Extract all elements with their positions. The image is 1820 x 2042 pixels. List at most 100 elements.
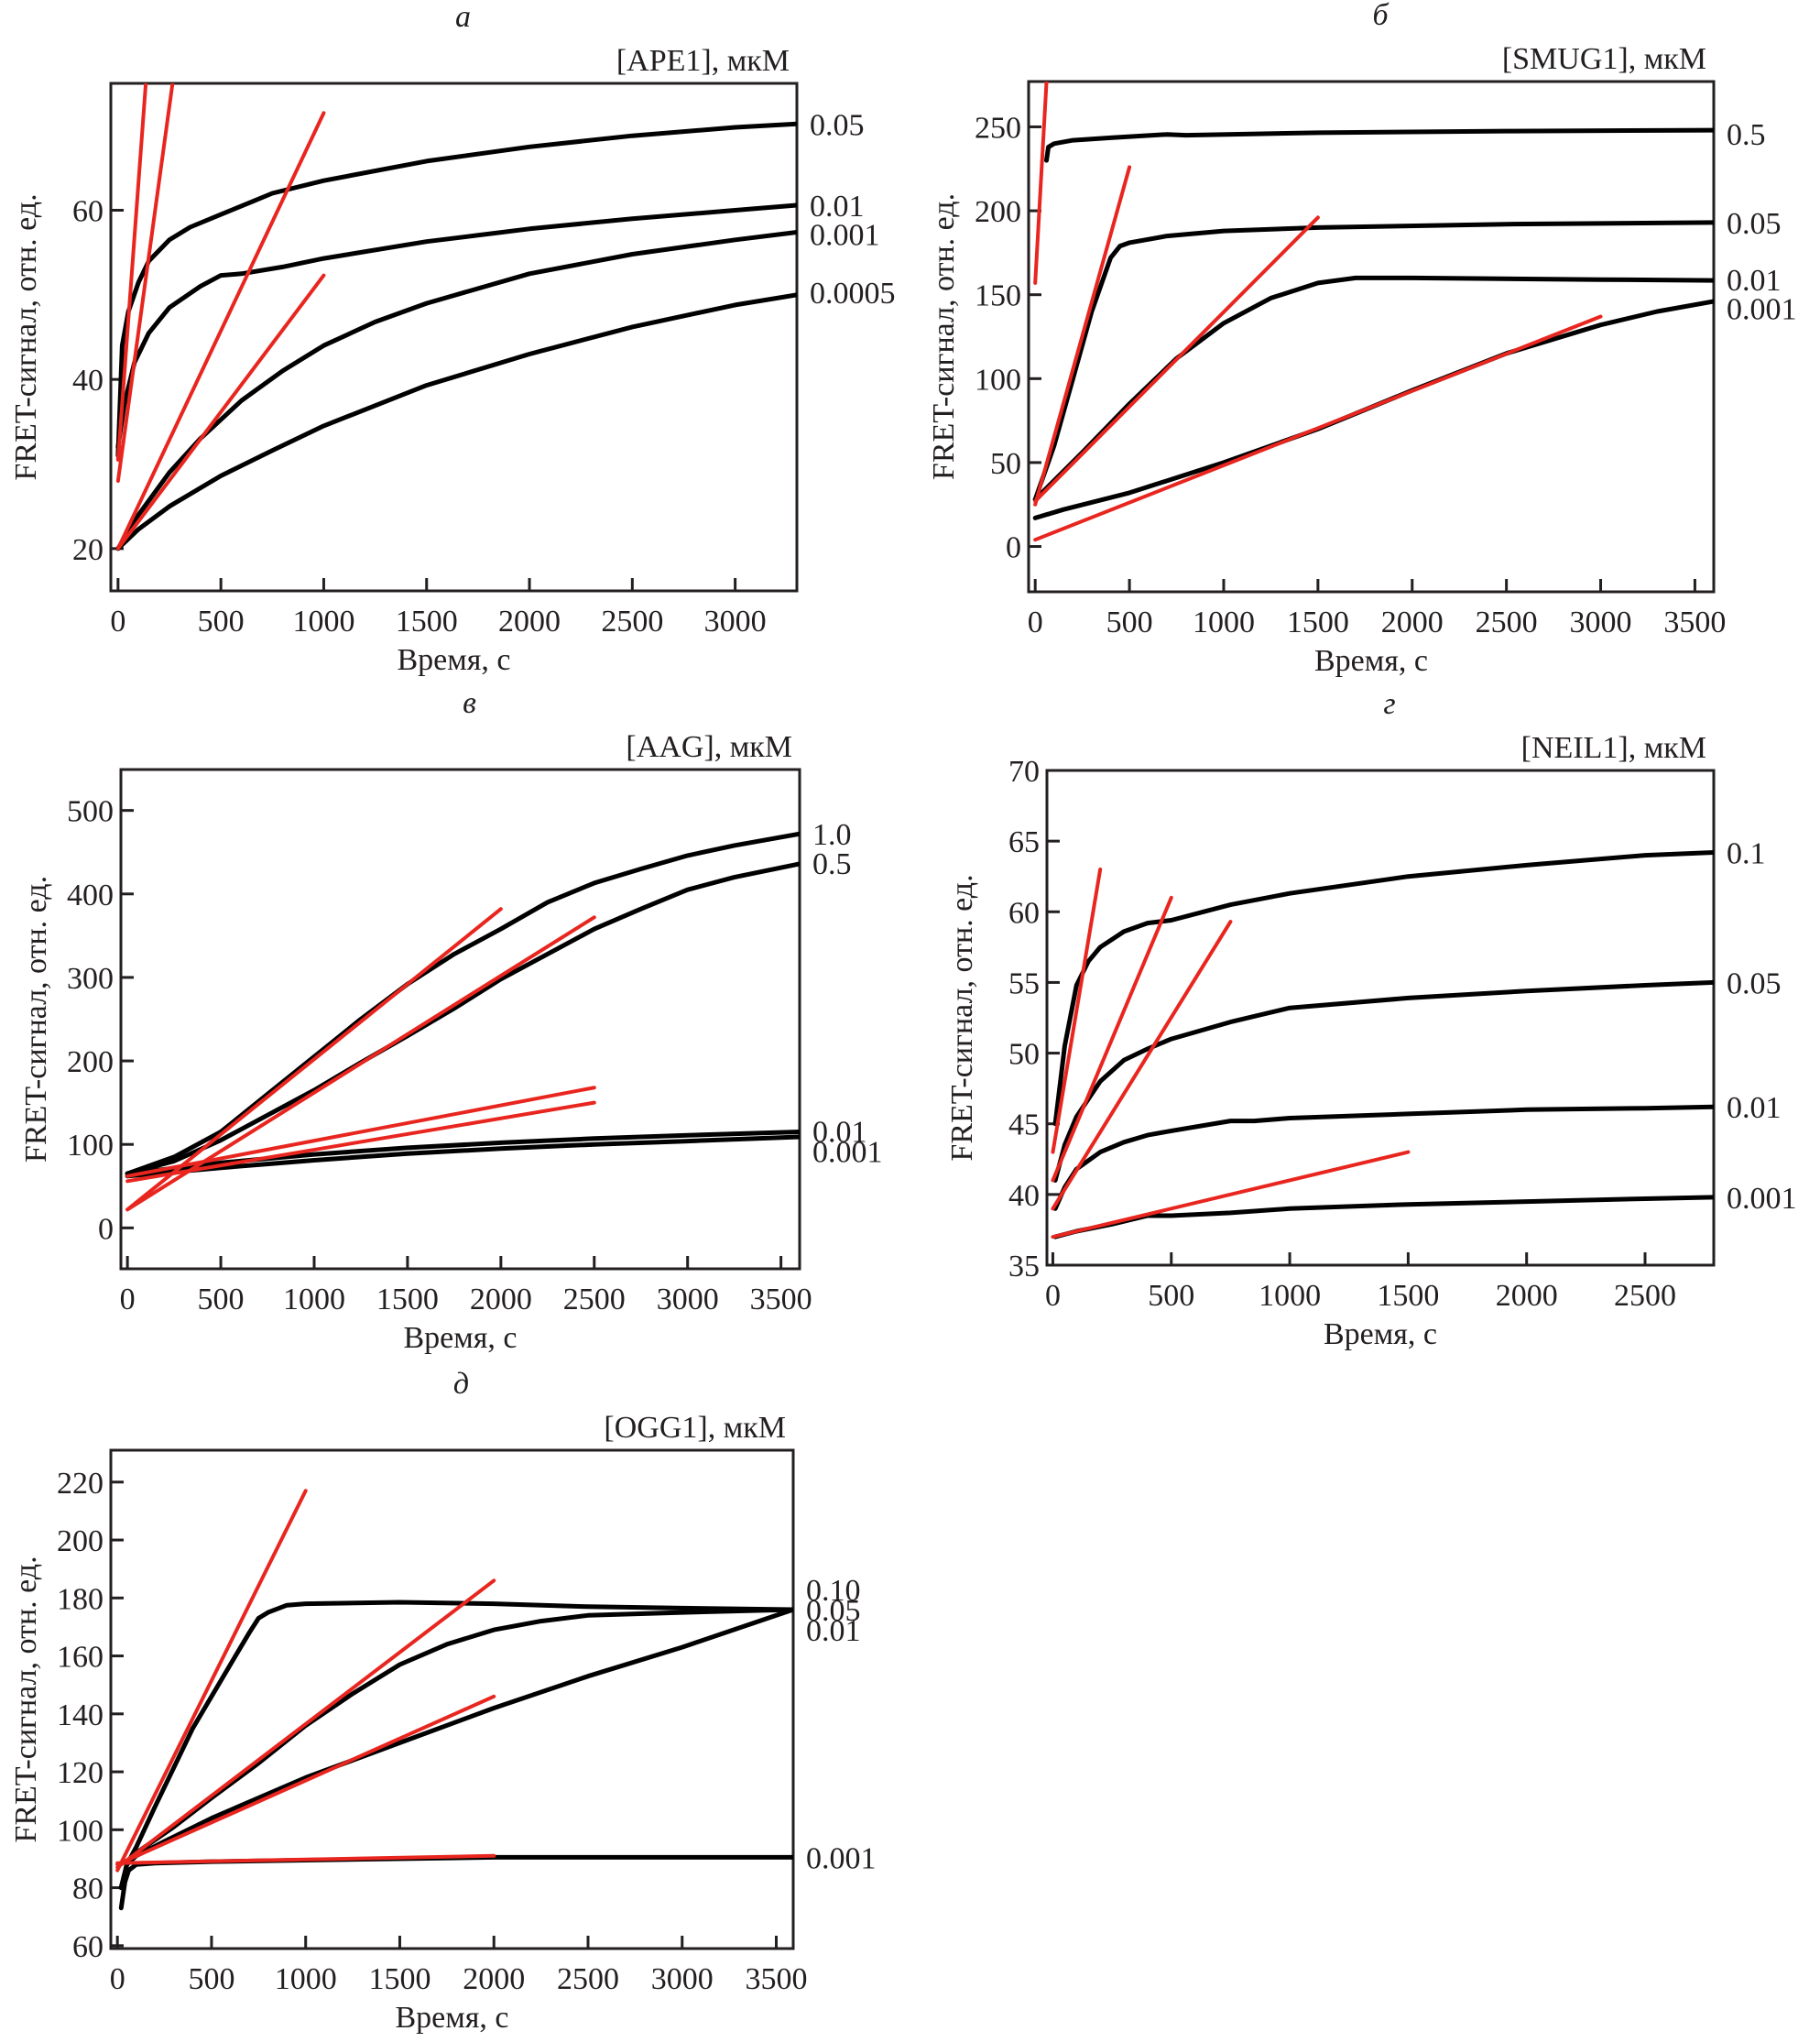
plot-frame [119,768,801,1271]
x-tick-label: 1000 [283,1283,345,1316]
x-tick-label: 1000 [1259,1279,1321,1313]
concentration-title: [AAG], мкМ [626,730,792,764]
plot-frame [1027,80,1716,594]
y-tick-label: 100 [975,363,1021,397]
x-tick-label: 1500 [376,1283,439,1316]
y-tick-label: 80 [72,1873,104,1906]
y-tick-label: 160 [57,1641,104,1675]
plot-area [1032,82,1714,542]
concentration-title: [APE1], мкМ [616,44,790,78]
fit-line [115,83,175,483]
series-label: 0.01 [806,1614,861,1648]
x-tick-label: 1000 [275,1962,337,1996]
y-tick-label: 180 [57,1582,104,1616]
x-tick-label: 2000 [470,1283,532,1316]
fit-line [1051,895,1173,1183]
fit-line [115,1578,496,1870]
x-tick-label: 2000 [463,1962,525,1996]
x-tick-label: 500 [198,1283,245,1316]
series-label: 0.001 [1727,1182,1797,1216]
data-curve-0_001 [118,1854,793,1911]
panel-letter: г [1383,687,1395,721]
y-tick-label: 45 [1008,1108,1040,1142]
plot-frame [109,1448,795,1950]
fit-line [125,1100,596,1184]
y-axis-label: FRET-сигнал, отн. ед. [945,874,979,1161]
series-label: 0.5 [1727,118,1766,152]
fit-line [125,907,503,1212]
y-tick-label: 35 [1008,1250,1040,1283]
x-tick-label: 2000 [1381,606,1444,639]
data-curve-0_0005 [115,292,797,551]
y-tick-label: 140 [57,1698,104,1732]
fit-line [1033,165,1132,507]
series-label: 0.01 [812,1116,867,1150]
y-tick-label: 70 [1008,755,1040,789]
x-axis-label: Время, с [1314,644,1428,678]
x-tick-label: 1000 [1193,606,1255,639]
x-tick-label: 1500 [1377,1279,1439,1313]
data-curve-1_0 [125,831,800,1176]
y-tick-label: 400 [67,879,114,912]
y-tick-label: 150 [975,279,1021,313]
concentration-title: [SMUG1], мкМ [1502,42,1706,76]
series-label: 0.10 [806,1574,861,1608]
series-label: 0.001 [1727,292,1797,326]
fit-line [1033,314,1603,542]
x-tick-label: 2500 [1476,606,1538,639]
panel-a-ape1: 0 500 1000 1500 2000 2500 3000 20 40 60 Время, с FR… [9,0,896,677]
data-curve-0_01 [115,202,797,450]
fit-line [1051,1150,1411,1239]
panel-b-smug1: 0 500 1000 1500 2000 2500 3000 3500 0 50 100 150 200… [927,0,1797,678]
panel-letter: б [1372,0,1390,32]
y-tick-label: 65 [1008,825,1040,859]
series-label: 1.0 [812,818,852,852]
data-curve-0_001 [1052,1195,1714,1239]
x-tick-label: 1500 [396,605,458,639]
series-label: 0.01 [810,190,865,224]
y-tick-label: 0 [98,1212,114,1246]
fit-line [115,83,148,462]
data-curve-0_5 [125,861,800,1176]
series-label: 0.5 [812,847,852,881]
y-tick-label: 120 [57,1756,104,1790]
x-axis-label: Время, с [1324,1317,1437,1351]
y-tick-label: 100 [67,1129,114,1163]
x-tick-label: 0 [1045,1279,1061,1313]
series-label: 0.05 [1727,966,1782,1000]
series-label: 0.0005 [810,277,896,311]
y-tick-label: 50 [990,447,1021,481]
x-tick-label: 0 [120,1283,136,1316]
fit-line [125,915,596,1212]
data-curve-0_001 [125,1134,800,1179]
panel-e-ogg1: 0 500 1000 1500 2000 2500 3000 3500 60 80 100 120 14… [9,1367,877,2035]
x-tick-label: 1000 [292,605,354,639]
series-label: 0.05 [810,108,865,142]
concentration-title: [OGG1], мкМ [604,1411,786,1445]
x-tick-label: 2000 [498,605,561,639]
x-tick-label: 3000 [1570,606,1632,639]
y-tick-label: 250 [975,111,1021,145]
x-axis-label: Время, с [395,2001,508,2035]
x-tick-label: 1500 [368,1962,430,1996]
x-tick-label: 2000 [1496,1279,1558,1313]
y-axis-label: FRET-сигнал, отн. ед. [9,193,43,480]
x-tick-label: 3500 [1663,606,1726,639]
y-tick-label: 100 [57,1814,104,1848]
y-tick-label: 60 [72,1930,104,1964]
x-tick-label: 3000 [704,605,767,639]
data-curve-0_05 [1052,979,1714,1183]
fit-line [115,1489,308,1873]
x-tick-label: 2500 [601,605,663,639]
y-tick-label: 200 [57,1524,104,1558]
panel-letter: в [463,686,476,720]
series-label: 0.01 [1727,264,1782,298]
x-tick-label: 3500 [750,1283,812,1316]
fit-line [115,1694,496,1867]
data-curve-0_01 [1032,275,1714,502]
x-axis-label: Время, с [397,643,510,677]
x-tick-label: 2500 [557,1962,619,1996]
y-tick-label: 500 [67,795,114,829]
x-tick-label: 500 [198,605,245,639]
plot-frame [109,82,799,593]
